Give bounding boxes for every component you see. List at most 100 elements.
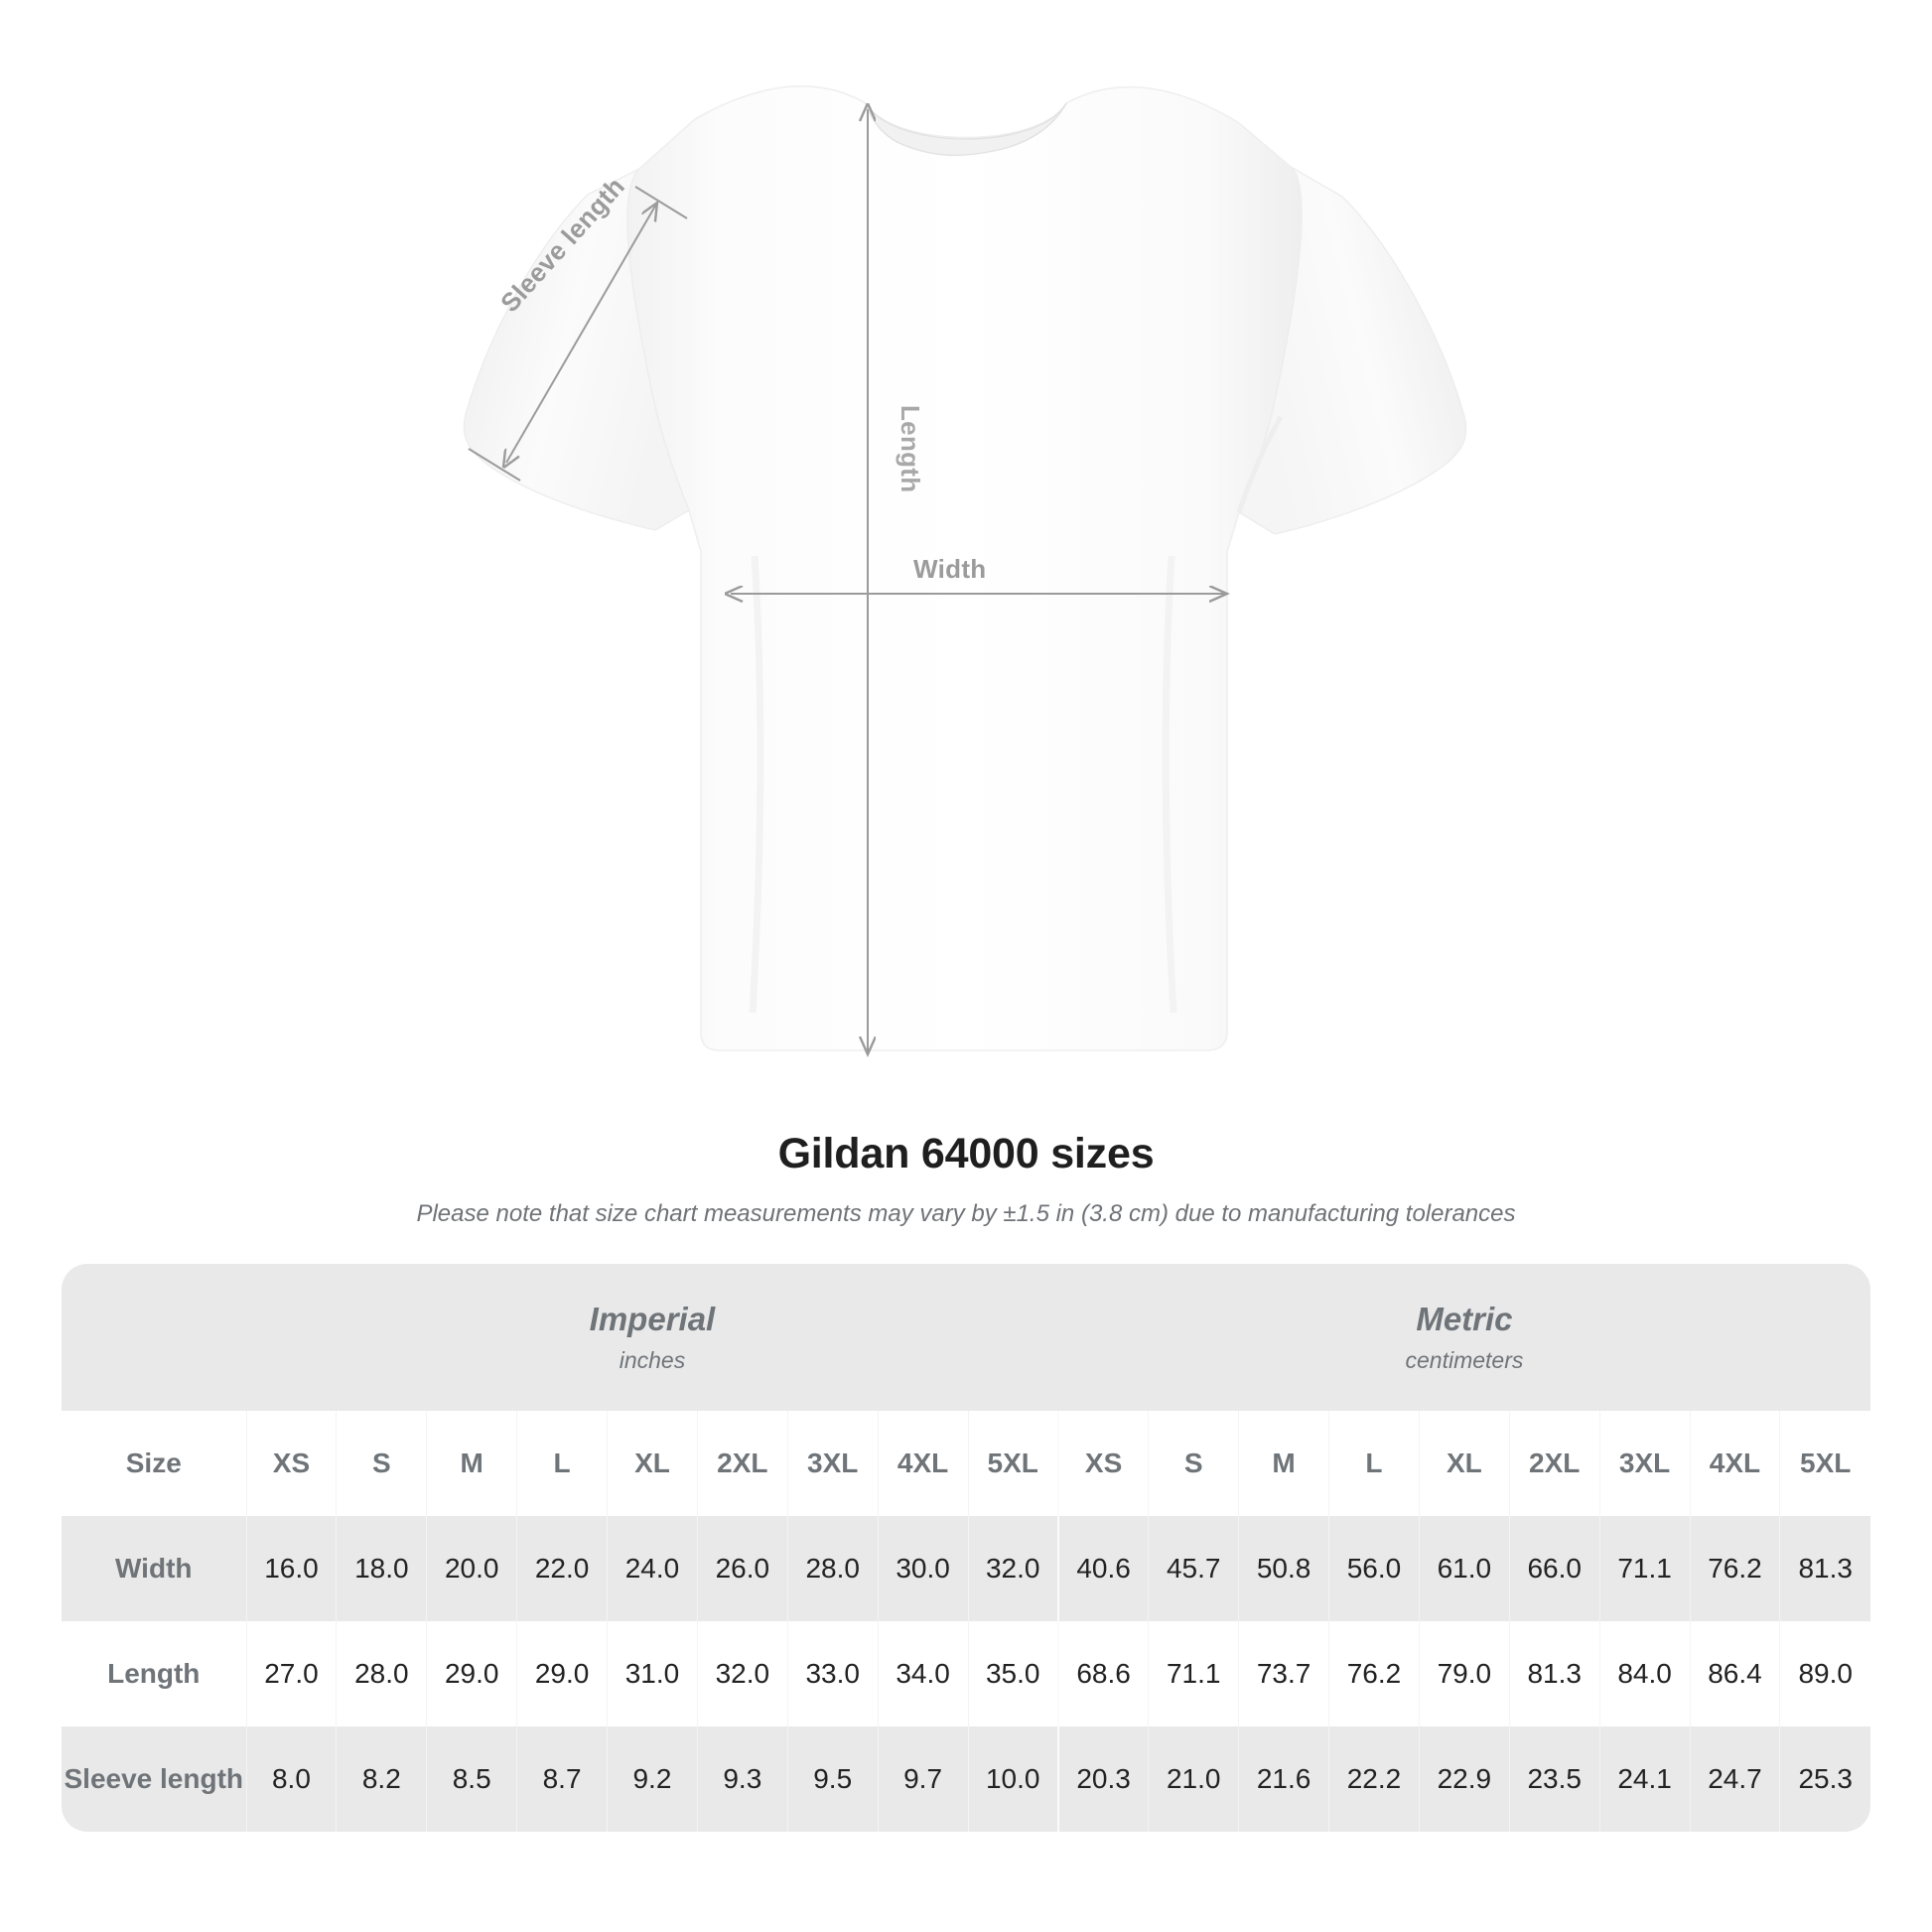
- cell-length-xs-metric: 68.6: [1056, 1621, 1149, 1726]
- cell-length-4xl-metric: 86.4: [1689, 1621, 1780, 1726]
- size-header-3xl-imperial: 3XL: [786, 1411, 879, 1516]
- group-name-imperial: Imperial: [589, 1301, 716, 1338]
- cell-length-xs-imperial: 27.0: [245, 1621, 337, 1726]
- sleeve-tick-bottom: [468, 448, 521, 482]
- cell-length-2xl-metric: 81.3: [1508, 1621, 1600, 1726]
- table-row: Size XS S M L XL 2XL 3XL 4XL 5XL XS S M L XL 2XL 3XL 4XL 5…: [62, 1411, 1870, 1516]
- cell-width-l-imperial: 22.0: [516, 1516, 608, 1621]
- cell-length-4xl-imperial: 34.0: [877, 1621, 969, 1726]
- cell-width-xs-metric: 40.6: [1056, 1516, 1149, 1621]
- length-label: Length: [896, 405, 925, 493]
- fabric-fold: [1236, 415, 1284, 513]
- group-unit-imperial: inches: [619, 1346, 686, 1373]
- cell-width-s-metric: 45.7: [1148, 1516, 1239, 1621]
- size-header-l-metric: L: [1328, 1411, 1420, 1516]
- cell-sleeve-length-s-metric: 21.0: [1148, 1726, 1239, 1832]
- cell-sleeve-length-5xl-imperial: 10.0: [967, 1726, 1058, 1832]
- size-header-xl-metric: XL: [1418, 1411, 1510, 1516]
- size-header-m-imperial: M: [426, 1411, 517, 1516]
- size-header-xs-imperial: XS: [245, 1411, 337, 1516]
- page-title: Gildan 64000 sizes: [777, 1130, 1155, 1177]
- cell-sleeve-length-2xl-metric: 23.5: [1508, 1726, 1600, 1832]
- cell-sleeve-length-xl-metric: 22.9: [1418, 1726, 1510, 1832]
- cell-sleeve-length-4xl-imperial: 9.7: [877, 1726, 969, 1832]
- cell-sleeve-length-5xl-metric: 25.3: [1779, 1726, 1870, 1832]
- cell-sleeve-length-4xl-metric: 24.7: [1689, 1726, 1780, 1832]
- cell-width-m-metric: 50.8: [1238, 1516, 1329, 1621]
- table-row: Width 16.0 18.0 20.0 22.0 24.0 26.0 28.0 30.0 32.…: [62, 1516, 1870, 1621]
- size-header-m-metric: M: [1238, 1411, 1329, 1516]
- title-block: Gildan 64000 sizes Please note that size…: [0, 1130, 1932, 1228]
- size-header-l-imperial: L: [516, 1411, 608, 1516]
- shirt-sleeve-right: [1238, 166, 1467, 535]
- cell-width-3xl-metric: 71.1: [1598, 1516, 1691, 1621]
- size-row-label: Size: [62, 1411, 247, 1516]
- size-header-3xl-metric: 3XL: [1598, 1411, 1691, 1516]
- cell-length-s-imperial: 28.0: [336, 1621, 427, 1726]
- size-header-5xl-metric: 5XL: [1779, 1411, 1870, 1516]
- group-unit-metric: centimeters: [1405, 1346, 1524, 1373]
- cell-width-m-imperial: 20.0: [426, 1516, 517, 1621]
- cell-length-5xl-metric: 89.0: [1779, 1621, 1870, 1726]
- cell-sleeve-length-xs-metric: 20.3: [1056, 1726, 1149, 1832]
- cell-sleeve-length-l-metric: 22.2: [1328, 1726, 1420, 1832]
- cell-length-m-metric: 73.7: [1238, 1621, 1329, 1726]
- cell-sleeve-length-3xl-imperial: 9.5: [786, 1726, 879, 1832]
- shirt-collar: [865, 102, 1067, 157]
- group-header-metric: Metric centimeters: [1057, 1264, 1870, 1411]
- cell-sleeve-length-xl-imperial: 9.2: [607, 1726, 698, 1832]
- sleeve-measure-line: [506, 203, 657, 463]
- cell-length-l-metric: 76.2: [1328, 1621, 1420, 1726]
- row-label-length: Length: [62, 1621, 247, 1726]
- unit-group-row: Imperial inches Metric centimeters: [62, 1264, 1870, 1411]
- cell-width-3xl-imperial: 28.0: [786, 1516, 879, 1621]
- cell-width-5xl-imperial: 32.0: [967, 1516, 1058, 1621]
- cell-sleeve-length-3xl-metric: 24.1: [1598, 1726, 1691, 1832]
- size-table-wrapper: Imperial inches Metric centimeters Size X…: [62, 1264, 1870, 1832]
- group-header-imperial: Imperial inches: [246, 1264, 1058, 1411]
- cell-sleeve-length-2xl-imperial: 9.3: [696, 1726, 788, 1832]
- group-spacer-cell: [62, 1264, 247, 1411]
- tshirt-diagram: Sleeve length Length Width: [463, 85, 1467, 1112]
- cell-sleeve-length-s-imperial: 8.2: [336, 1726, 427, 1832]
- cell-width-s-imperial: 18.0: [336, 1516, 427, 1621]
- cell-length-s-metric: 71.1: [1148, 1621, 1239, 1726]
- cell-width-xs-imperial: 16.0: [245, 1516, 337, 1621]
- cell-width-4xl-metric: 76.2: [1689, 1516, 1780, 1621]
- cell-width-2xl-metric: 66.0: [1508, 1516, 1600, 1621]
- cell-width-xl-imperial: 24.0: [607, 1516, 698, 1621]
- cell-sleeve-length-xs-imperial: 8.0: [245, 1726, 337, 1832]
- cell-length-xl-imperial: 31.0: [607, 1621, 698, 1726]
- cell-length-3xl-imperial: 33.0: [786, 1621, 879, 1726]
- tolerance-note: Please note that size chart measurements…: [416, 1200, 1516, 1227]
- tshirt-illustration: [463, 85, 1467, 1112]
- size-header-5xl-imperial: 5XL: [967, 1411, 1058, 1516]
- size-table-body: Size XS S M L XL 2XL 3XL 4XL 5XL XS S M L XL 2XL 3XL 4XL 5…: [62, 1411, 1870, 1832]
- group-name-metric: Metric: [1416, 1301, 1513, 1338]
- cell-length-3xl-metric: 84.0: [1598, 1621, 1691, 1726]
- cell-length-2xl-imperial: 32.0: [696, 1621, 788, 1726]
- cell-width-l-metric: 56.0: [1328, 1516, 1420, 1621]
- size-header-xs-metric: XS: [1056, 1411, 1149, 1516]
- fabric-fold: [749, 555, 764, 1014]
- cell-length-5xl-imperial: 35.0: [967, 1621, 1058, 1726]
- cell-width-4xl-imperial: 30.0: [877, 1516, 969, 1621]
- row-label-width: Width: [62, 1516, 247, 1621]
- size-header-4xl-metric: 4XL: [1689, 1411, 1780, 1516]
- cell-width-xl-metric: 61.0: [1418, 1516, 1510, 1621]
- cell-sleeve-length-m-imperial: 8.5: [426, 1726, 517, 1832]
- size-header-s-metric: S: [1148, 1411, 1239, 1516]
- sleeve-tick-top: [634, 186, 688, 219]
- table-row: Length 27.0 28.0 29.0 29.0 31.0 32.0 33.0 34.0 35…: [62, 1621, 1870, 1726]
- size-header-xl-imperial: XL: [607, 1411, 698, 1516]
- row-label-sleeve-length: Sleeve length: [62, 1726, 247, 1832]
- cell-width-5xl-metric: 81.3: [1779, 1516, 1870, 1621]
- size-header-s-imperial: S: [336, 1411, 427, 1516]
- size-table-group-header: Imperial inches Metric centimeters: [62, 1264, 1870, 1411]
- size-header-4xl-imperial: 4XL: [877, 1411, 969, 1516]
- size-header-2xl-metric: 2XL: [1508, 1411, 1600, 1516]
- size-header-2xl-imperial: 2XL: [696, 1411, 788, 1516]
- size-table: Imperial inches Metric centimeters Size X…: [62, 1264, 1870, 1832]
- cell-sleeve-length-l-imperial: 8.7: [516, 1726, 608, 1832]
